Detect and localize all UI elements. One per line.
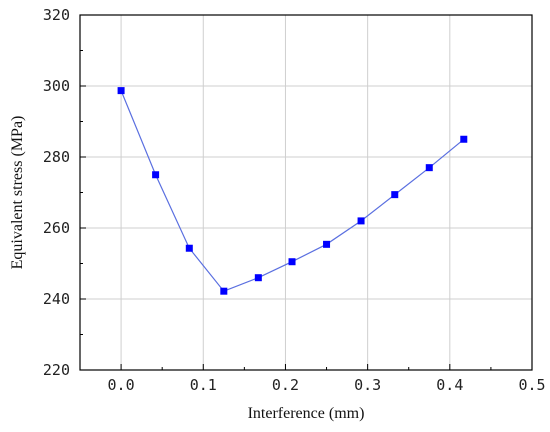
x-tick-labels: 0.0 0.1 0.2 0.3 0.4 0.5 — [108, 376, 546, 394]
major-ticks — [80, 14, 533, 371]
grid — [80, 14, 533, 371]
x-tick-label: 0.5 — [518, 376, 545, 394]
x-tick-label: 0.3 — [354, 376, 381, 394]
data-point — [425, 164, 433, 172]
data-point — [152, 171, 160, 179]
x-tick-label: 0.1 — [190, 376, 217, 394]
y-axis-title: Equivalent stress (MPa) — [9, 116, 26, 270]
y-tick-label: 300 — [43, 77, 70, 95]
y-tick-label: 240 — [43, 290, 70, 308]
x-tick-label: 0.4 — [436, 376, 463, 394]
data-point — [254, 274, 262, 282]
data-point — [391, 191, 399, 199]
y-tick-labels: 220 240 260 280 300 320 — [43, 6, 70, 379]
x-tick-label: 0.0 — [108, 376, 135, 394]
y-tick-label: 220 — [43, 361, 70, 379]
x-axis-title: Interference (mm) — [248, 405, 365, 422]
data-point — [185, 244, 193, 252]
data-point — [460, 135, 468, 143]
data-point — [220, 287, 228, 295]
x-tick-label: 0.2 — [272, 376, 299, 394]
series — [117, 87, 468, 295]
data-point — [357, 217, 365, 225]
data-point — [117, 87, 125, 95]
y-tick-label: 260 — [43, 219, 70, 237]
plot-frame — [79, 14, 533, 371]
data-point — [288, 258, 296, 266]
y-tick-label: 280 — [43, 148, 70, 166]
data-point — [323, 240, 331, 248]
y-tick-label: 320 — [43, 6, 70, 24]
